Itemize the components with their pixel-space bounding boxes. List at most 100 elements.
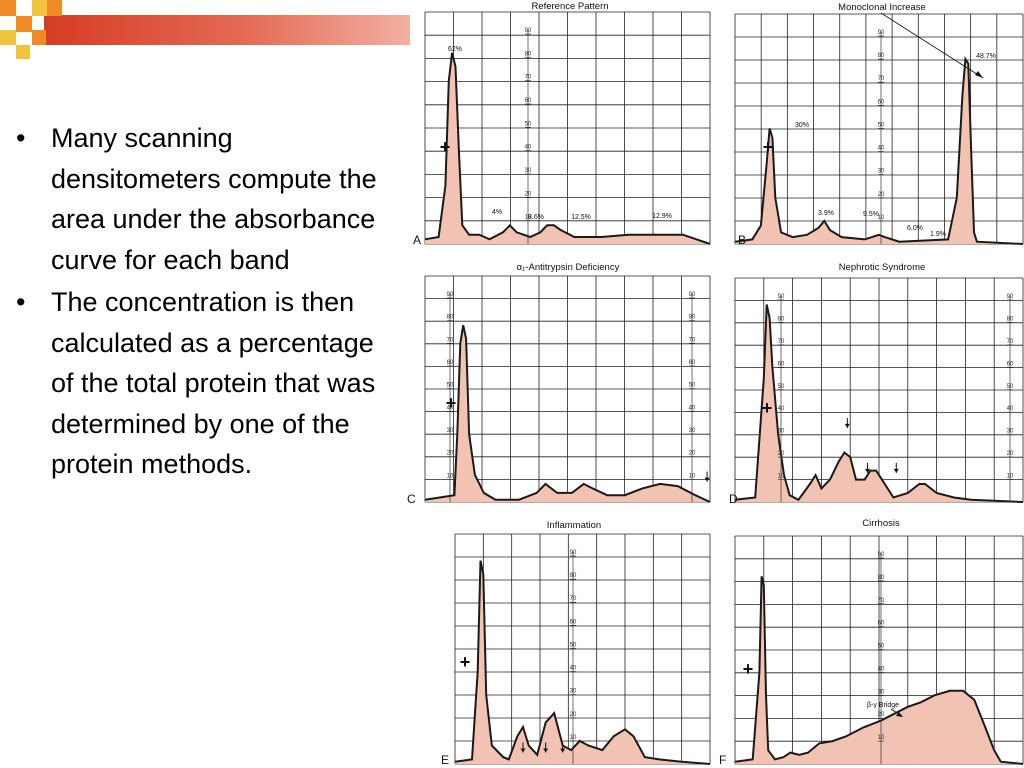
panel-letter: E xyxy=(441,753,449,767)
panel-letter: D xyxy=(729,492,738,506)
percent-label: 6.0% xyxy=(907,225,923,232)
marker-arrow-head xyxy=(520,748,526,753)
panel-letter: F xyxy=(719,753,726,767)
plus-sign: + xyxy=(762,398,773,418)
plus-sign: + xyxy=(446,393,457,413)
bridge-arrow-head xyxy=(896,712,903,717)
scale-label: 50 xyxy=(878,644,885,650)
bullet-dot: • xyxy=(16,287,26,317)
bullet-item: • The concentration is then calculated as… xyxy=(14,282,394,485)
scale-label: 50 xyxy=(689,383,696,389)
panel-f: 10 20 30 40 50 60 70 80 90 Cirrhosis F + β-γ Bridge xyxy=(719,518,1024,767)
scale-label: 80 xyxy=(689,315,696,321)
scale-label: 40 xyxy=(447,405,454,411)
panel-d: 10 20 30 40 50 60 70 80 90 10 20 30 40 50 60 70 80 90 Neph… xyxy=(729,262,1024,506)
scale-label: 30 xyxy=(1007,429,1014,435)
scale-label: 70 xyxy=(1007,339,1014,345)
scale-label: 60 xyxy=(570,619,577,625)
scale-label: 20 xyxy=(878,192,885,198)
scale-label: 20 xyxy=(878,712,885,718)
deco-square xyxy=(32,0,47,16)
scale-label: 80 xyxy=(1007,316,1014,322)
percent-label: 30% xyxy=(795,122,809,129)
percent-label: 3.9% xyxy=(818,210,834,217)
scale-label: 40 xyxy=(570,666,577,672)
scale-label: 40 xyxy=(878,666,885,672)
curve-line xyxy=(734,576,1024,765)
scale-label: 60 xyxy=(447,360,454,366)
scale-label: 60 xyxy=(1007,361,1014,367)
scale-label: 80 xyxy=(878,575,885,581)
scale-label: 90 xyxy=(689,292,696,298)
plus-sign: + xyxy=(460,652,471,672)
scale-label: 80 xyxy=(778,316,785,322)
scale-label: 10 xyxy=(778,474,785,480)
scale-label: 20 xyxy=(570,712,577,718)
scale-label: 50 xyxy=(878,122,885,128)
scale-label: 30 xyxy=(878,689,885,695)
scale-label: 30 xyxy=(525,168,532,174)
marker-arrow-head xyxy=(893,468,899,473)
scale-label: 50 xyxy=(570,642,577,648)
scale-label: 50 xyxy=(1007,384,1014,390)
scale-label: 40 xyxy=(689,405,696,411)
scale-label: 70 xyxy=(570,596,577,602)
scale-label: 10 xyxy=(525,215,532,221)
scale-label: 90 xyxy=(1007,294,1014,300)
scale-label: 20 xyxy=(1007,451,1014,457)
arrow-head xyxy=(975,71,983,78)
marker-arrow-head xyxy=(543,748,549,753)
percent-label: 9.5% xyxy=(863,211,879,218)
percent-label: 8.6% xyxy=(528,214,544,221)
curve-fill xyxy=(735,576,1023,764)
panel-title: α₁-Antitrypsin Deficiency xyxy=(517,262,620,273)
panel-title: Nephrotic Syndrome xyxy=(839,262,926,273)
plus-sign: + xyxy=(763,137,774,157)
scale-label: 10 xyxy=(447,473,454,479)
deco-square xyxy=(0,0,16,16)
scale-label: 90 xyxy=(570,550,577,556)
title-bar-decoration xyxy=(0,0,410,59)
deco-square xyxy=(16,45,30,59)
scale-label: 10 xyxy=(689,473,696,479)
scale-label: 80 xyxy=(878,53,885,59)
scale-label: 80 xyxy=(570,573,577,579)
scale-label: 90 xyxy=(525,28,532,34)
scale-label: 90 xyxy=(878,30,885,36)
curve-line xyxy=(424,324,711,503)
scale-label: 30 xyxy=(778,429,785,435)
marker-arrow-head xyxy=(844,423,850,428)
curve-line xyxy=(424,52,711,245)
marker-arrow-head xyxy=(560,748,566,753)
curve-fill xyxy=(455,560,710,764)
percent-label: 4% xyxy=(492,209,502,216)
curve-line xyxy=(454,560,711,765)
scale-label: 70 xyxy=(878,76,885,82)
scale-label: 40 xyxy=(525,145,532,151)
curve-line xyxy=(734,304,1024,503)
scale-label: 50 xyxy=(447,383,454,389)
panel-b: 10 20 30 40 50 60 70 80 90 Monoclonal Increase B +3… xyxy=(734,2,1024,247)
scale-label: 70 xyxy=(878,598,885,604)
curve-fill xyxy=(735,304,1023,502)
scale-label: 40 xyxy=(778,406,785,412)
scale-label: 70 xyxy=(689,337,696,343)
scale-label: 50 xyxy=(778,384,785,390)
electrophoresis-figure: 10 20 30 40 50 60 70 80 90 Reference Pattern A +62%… xyxy=(407,1,1024,767)
scale-label: 30 xyxy=(689,428,696,434)
scale-label: 30 xyxy=(447,428,454,434)
percent-label: 12.5% xyxy=(571,214,591,221)
scale-label: 20 xyxy=(525,191,532,197)
panel-letter: B xyxy=(738,233,746,247)
panel-e: 10 20 30 40 50 60 70 80 90 Inflammation E + xyxy=(441,520,711,767)
scale-label: 20 xyxy=(778,451,785,457)
scale-label: 50 xyxy=(525,121,532,127)
scale-label: 40 xyxy=(1007,406,1014,412)
panel-c: 10 20 30 40 50 60 70 80 90 10 20 30 40 50 60 70 80 90 α₁-A… xyxy=(407,262,711,506)
scale-label: 10 xyxy=(1007,474,1014,480)
marker-arrow-head xyxy=(704,477,710,482)
scale-label: 70 xyxy=(778,339,785,345)
percent-label: 1.9% xyxy=(930,231,946,238)
bullet-list: • Many scanning densitometers compute the… xyxy=(14,118,394,487)
scale-label: 70 xyxy=(525,75,532,81)
